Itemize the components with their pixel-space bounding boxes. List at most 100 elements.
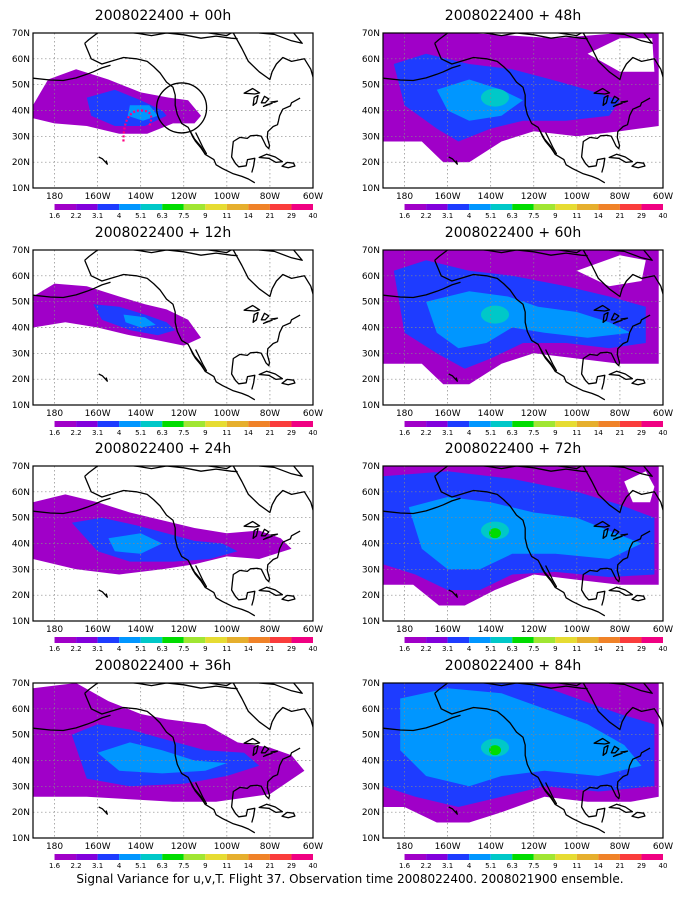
lat-tick-label: 10N — [362, 617, 380, 627]
colorbar: 1.6 2.2 3.1 4 5.1 6.3 7.5 9 11 14 21 29 40 — [383, 204, 667, 220]
lon-tick-label: 60W — [303, 625, 323, 635]
coastline — [33, 683, 313, 834]
colorbar-tick-label: 5.1 — [485, 212, 496, 220]
panel-title: 2008022400 + 84h — [444, 658, 582, 674]
colorbar-swatch — [512, 854, 534, 860]
lat-tick-label: 40N — [362, 107, 380, 117]
colorbar-tick-label: 29 — [287, 429, 296, 437]
lat-tick-label: 20N — [12, 375, 30, 385]
colorbar-tick-label: 6.3 — [507, 645, 518, 653]
map-panel-p00: 2008022400 + 00h 10N 20N 30N 40N 50N 60N 70N 180… — [3, 5, 323, 220]
colorbar-tick-label: 9 — [203, 212, 207, 220]
colorbar-tick-label: 1.6 — [49, 212, 61, 220]
lon-tick-label: 100W — [214, 192, 240, 202]
colorbar-tick-label: 7.5 — [528, 645, 539, 653]
colorbar-swatch — [576, 204, 599, 210]
colorbar-swatch — [162, 637, 184, 643]
colorbar-tick-label: 11 — [572, 862, 581, 870]
lat-tick-label: 60N — [362, 705, 380, 715]
colorbar-swatch — [641, 637, 663, 643]
colorbar-swatch — [205, 637, 227, 643]
map-plot: 10N 20N 30N 40N 50N 60N 70N 180 160W 140W 120W 100W… — [362, 246, 673, 437]
colorbar-swatch — [469, 854, 491, 860]
lat-tick-label: 50N — [12, 298, 30, 308]
lat-tick-label: 40N — [12, 107, 30, 117]
lon-tick-label: 60W — [303, 409, 323, 419]
lat-tick-label: 50N — [12, 514, 30, 524]
panel-title: 2008022400 + 48h — [444, 8, 582, 24]
lat-tick-label: 10N — [362, 401, 380, 411]
colorbar-swatch — [140, 854, 163, 860]
colorbar-swatch — [119, 637, 141, 643]
colorbar-swatch — [447, 204, 470, 210]
lon-tick-label: 180 — [396, 625, 413, 635]
lon-tick-label: 140W — [128, 192, 154, 202]
colorbar-swatch — [97, 637, 120, 643]
colorbar: 1.6 2.2 3.1 4 5.1 6.3 7.5 9 11 14 21 29 40 — [33, 204, 317, 220]
lat-tick-label: 60N — [12, 272, 30, 282]
lat-tick-label: 20N — [12, 158, 30, 168]
colorbar-tick-label: 1.6 — [399, 429, 411, 437]
lon-tick-label: 60W — [653, 842, 673, 852]
colorbar-swatch — [641, 421, 663, 427]
lat-tick-label: 10N — [12, 617, 30, 627]
colorbar-swatch — [383, 204, 405, 210]
colorbar-swatch — [140, 637, 163, 643]
colorbar-tick-label: 6.3 — [507, 429, 518, 437]
colorbar-swatch — [291, 637, 313, 643]
coastline — [383, 33, 663, 184]
colorbar-tick-label: 9 — [553, 645, 557, 653]
colorbar-tick-label: 11 — [222, 862, 231, 870]
panel-title: 2008022400 + 36h — [94, 658, 232, 674]
colorbar-swatch — [97, 421, 120, 427]
lon-tick-label: 80W — [260, 625, 280, 635]
colorbar-swatch — [490, 854, 513, 860]
lat-tick-label: 30N — [362, 349, 380, 359]
colorbar-tick-label: 29 — [287, 862, 296, 870]
colorbar-swatch — [576, 854, 599, 860]
colorbar-tick-label: 3.1 — [92, 429, 103, 437]
lon-tick-label: 100W — [214, 842, 240, 852]
colorbar-tick-label: 14 — [594, 429, 603, 437]
colorbar-tick-label: 4 — [467, 212, 472, 220]
panel-title: 2008022400 + 24h — [94, 441, 232, 457]
colorbar-swatch — [490, 204, 513, 210]
colorbar-tick-label: 9 — [203, 429, 207, 437]
colorbar-tick-label: 21 — [615, 862, 624, 870]
map-panel-p36: 2008022400 + 36h 10N 20N 30N 40N 50N 60N 70N 180… — [3, 655, 323, 870]
colorbar-swatch — [54, 854, 77, 860]
colorbar-swatch — [404, 421, 427, 427]
colorbar-swatch — [119, 854, 141, 860]
lon-tick-label: 160W — [435, 409, 461, 419]
colorbar-swatch — [619, 204, 642, 210]
colorbar-tick-label: 40 — [309, 212, 318, 220]
colorbar-swatch — [533, 204, 556, 210]
colorbar-tick-label: 7.5 — [178, 429, 189, 437]
coastline — [383, 250, 663, 401]
colorbar-swatch — [383, 854, 405, 860]
coastline — [33, 466, 313, 617]
colorbar-tick-label: 4 — [117, 862, 122, 870]
lon-tick-label: 80W — [610, 192, 630, 202]
lon-tick-label: 140W — [128, 842, 154, 852]
colorbar-tick-label: 1.6 — [399, 212, 411, 220]
colorbar-swatch — [54, 421, 77, 427]
map-panel-p48: 2008022400 + 48h 10N 20N 30N 40N 50N 60N 70N 180… — [353, 5, 673, 220]
colorbar-tick-label: 40 — [659, 862, 668, 870]
colorbar-tick-label: 29 — [637, 862, 646, 870]
low-variance-area — [140, 466, 309, 523]
colorbar-tick-label: 5.1 — [135, 212, 146, 220]
lat-tick-label: 30N — [12, 782, 30, 792]
lat-tick-label: 30N — [362, 565, 380, 575]
colorbar-swatch — [533, 637, 556, 643]
colorbar-tick-label: 2.2 — [421, 212, 432, 220]
lat-tick-label: 50N — [12, 81, 30, 91]
lon-tick-label: 100W — [214, 409, 240, 419]
lat-tick-label: 60N — [12, 55, 30, 65]
lat-tick-label: 10N — [362, 834, 380, 844]
colorbar: 1.6 2.2 3.1 4 5.1 6.3 7.5 9 11 14 21 29 40 — [33, 421, 317, 437]
lat-tick-label: 70N — [362, 246, 380, 256]
colorbar-swatch — [269, 204, 292, 210]
colorbar-swatch — [183, 421, 206, 427]
lat-tick-label: 30N — [12, 349, 30, 359]
